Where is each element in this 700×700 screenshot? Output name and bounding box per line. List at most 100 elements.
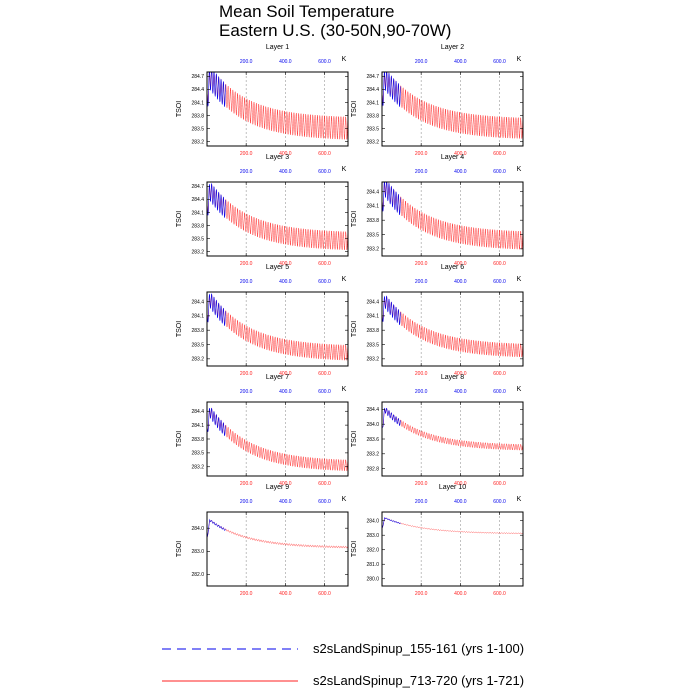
x-tick-label-bottom: 200.0 [240, 371, 253, 377]
panel-layer-4: Layer 4 TSOI K 200.0 200.0 400.0 400.0 600.0 600… [351, 154, 524, 267]
panel-frame [206, 401, 349, 477]
unit-label: K [342, 496, 347, 503]
x-tick-label-top: 400.0 [279, 279, 292, 285]
x-tick-label-top: 600.0 [318, 169, 331, 175]
panel-title: Layer 5 [266, 264, 289, 271]
x-tick-label-bottom: 200.0 [415, 481, 428, 487]
x-tick-label-top: 400.0 [454, 169, 467, 175]
x-tick-label-bottom: 400.0 [454, 151, 467, 157]
x-tick-label-top: 400.0 [279, 389, 292, 395]
y-tick-label: 283.5 [366, 126, 379, 132]
y-tick-label: 282.0 [366, 548, 379, 554]
series-long-run [382, 408, 523, 451]
series-short-run [207, 72, 226, 107]
y-tick-label: 281.0 [366, 562, 379, 568]
y-tick-label: 284.4 [191, 299, 204, 305]
x-tick-label-bottom: 600.0 [493, 371, 506, 377]
x-tick-label-top: 600.0 [493, 389, 506, 395]
unit-label: K [342, 56, 347, 63]
chart-title-line-2: Eastern U.S. (30-50N,90-70W) [219, 21, 451, 40]
series-long-run [207, 519, 348, 549]
panel-title: Layer 9 [266, 484, 289, 491]
x-tick-label-top: 400.0 [279, 499, 292, 505]
panel-title: Layer 3 [266, 154, 289, 161]
unit-label: K [517, 166, 522, 173]
unit-label: K [517, 276, 522, 283]
x-tick-label-top: 200.0 [240, 169, 253, 175]
x-tick-label-bottom: 400.0 [279, 481, 292, 487]
x-tick-label-bottom: 200.0 [415, 371, 428, 377]
y-tick-label: 284.4 [366, 189, 379, 195]
x-tick-label-bottom: 200.0 [240, 261, 253, 267]
x-tick-label-top: 400.0 [279, 59, 292, 65]
series-short-run [382, 72, 401, 107]
x-tick-label-top: 400.0 [454, 499, 467, 505]
y-axis-label: TSOI [351, 321, 358, 337]
x-tick-label-bottom: 400.0 [454, 371, 467, 377]
x-tick-label-bottom: 600.0 [493, 261, 506, 267]
y-tick-label: 283.2 [366, 139, 379, 145]
legend-label-long-run: s2sLandSpinup_713-720 (yrs 1-721) [313, 673, 524, 688]
series-long-run [207, 407, 348, 472]
series-short-run [382, 407, 401, 429]
series-short-run [207, 293, 226, 327]
y-tick-label: 284.4 [191, 409, 204, 415]
y-tick-label: 284.0 [191, 526, 204, 532]
y-axis-label: TSOI [351, 211, 358, 227]
y-tick-label: 283.5 [366, 342, 379, 348]
x-tick-label-top: 600.0 [493, 59, 506, 65]
x-tick-label-top: 200.0 [240, 389, 253, 395]
y-tick-label: 284.4 [366, 87, 379, 93]
y-axis-label: TSOI [351, 431, 358, 447]
x-tick-label-top: 600.0 [493, 279, 506, 285]
x-tick-label-bottom: 600.0 [318, 591, 331, 597]
y-tick-label: 283.2 [191, 139, 204, 145]
series-short-run [207, 407, 226, 437]
panel-layer-9: Layer 9 TSOI K 200.0 200.0 400.0 400.0 600.0 600… [176, 484, 349, 597]
y-tick-label: 284.0 [366, 519, 379, 525]
panel-frame [381, 181, 524, 257]
series-short-run [207, 518, 226, 539]
x-tick-label-bottom: 600.0 [318, 481, 331, 487]
panel-layer-8: Layer 8 TSOI K 200.0 200.0 400.0 400.0 600.0 600… [351, 374, 524, 487]
y-tick-label: 284.1 [191, 100, 204, 106]
y-axis-label: TSOI [176, 101, 183, 117]
x-tick-label-top: 600.0 [493, 169, 506, 175]
y-axis-label: TSOI [176, 431, 183, 447]
y-tick-label: 284.1 [191, 210, 204, 216]
x-tick-label-top: 200.0 [415, 169, 428, 175]
y-tick-label: 283.5 [366, 232, 379, 238]
y-tick-label: 283.8 [366, 113, 379, 119]
series-long-run [207, 183, 348, 251]
x-tick-label-bottom: 600.0 [493, 151, 506, 157]
y-tick-label: 283.2 [191, 465, 204, 471]
y-tick-label: 284.4 [366, 407, 379, 413]
panel-title: Layer 7 [266, 374, 289, 381]
unit-label: K [342, 276, 347, 283]
x-tick-label-top: 400.0 [454, 389, 467, 395]
x-tick-label-top: 200.0 [240, 279, 253, 285]
panel-layer-3: Layer 3 TSOI K 200.0 200.0 400.0 400.0 600.0 600… [176, 154, 349, 267]
x-tick-label-top: 200.0 [415, 389, 428, 395]
unit-label: K [517, 56, 522, 63]
x-tick-label-bottom: 600.0 [493, 591, 506, 597]
y-tick-label: 284.7 [366, 74, 379, 80]
y-tick-label: 283.0 [366, 533, 379, 539]
series-long-run [382, 72, 523, 140]
chart-title-line-1: Mean Soil Temperature [219, 2, 394, 21]
x-tick-label-bottom: 200.0 [240, 481, 253, 487]
y-tick-label: 283.6 [366, 437, 379, 443]
panel-title: Layer 8 [441, 374, 464, 381]
panel-layer-6: Layer 6 TSOI K 200.0 200.0 400.0 400.0 600.0 600… [351, 264, 524, 377]
y-tick-label: 283.8 [191, 328, 204, 334]
x-tick-label-bottom: 400.0 [279, 591, 292, 597]
panel-title: Layer 6 [441, 264, 464, 271]
x-tick-label-top: 200.0 [415, 59, 428, 65]
x-tick-label-bottom: 400.0 [279, 371, 292, 377]
y-tick-label: 284.4 [191, 87, 204, 93]
panel-layer-2: Layer 2 TSOI K 200.0 200.0 400.0 400.0 600.0 600… [351, 44, 524, 157]
x-tick-label-bottom: 200.0 [240, 151, 253, 157]
y-tick-label: 284.7 [191, 74, 204, 80]
y-tick-label: 284.0 [366, 422, 379, 428]
